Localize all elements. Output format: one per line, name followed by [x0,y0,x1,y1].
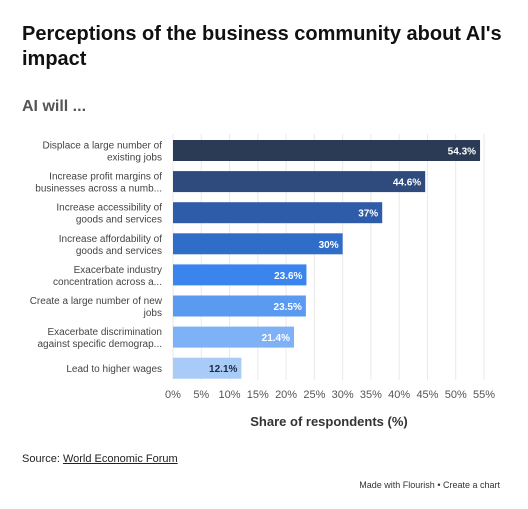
chart-subtitle: AI will ... [22,98,87,115]
category-label: Increase accessibility of [56,203,162,214]
bar-value-label: 21.4% [262,333,290,344]
category-label: against specific demograp... [37,339,162,350]
category-label: Increase affordability of [59,234,162,245]
category-label: Lead to higher wages [66,364,162,375]
x-tick-label: 15% [247,389,269,401]
bars: 54.3% 44.6% 37% 30% 23.6% 23.5% 21.4% 12.1% [173,140,481,379]
chart-title: Perceptions of the business community ab… [22,23,502,70]
category-label: goods and services [76,215,162,226]
source-prefix: Source: [22,453,63,465]
category-label: existing jobs [107,153,162,164]
x-tick-label: 0% [165,389,181,401]
x-axis-title: Share of respondents (%) [250,414,407,429]
x-tick-label: 20% [275,389,297,401]
category-label: concentration across a... [53,277,162,288]
x-tick-label: 5% [193,389,209,401]
category-label: goods and services [76,246,162,257]
x-tick-label: 10% [219,389,241,401]
x-tick-label: 40% [388,389,410,401]
category-label: Increase profit margins of [49,172,162,183]
source-note: Source: World Economic Forum [22,453,178,465]
category-label: businesses across a numb... [35,184,162,195]
x-tick-label: 30% [332,389,354,401]
bar-chart: 54.3% 44.6% 37% 30% 23.6% 23.5% 21.4% 12.1% Dis… [30,134,495,429]
bar [173,264,307,286]
bar [173,326,295,348]
x-axis-ticks: 0% 5% 10% 15% 20% 25% 30% 35% 40% 45% 50% 55% [165,389,495,401]
credit-separator: • [434,480,443,490]
category-label: Displace a large number of [42,141,162,152]
bar [173,295,306,317]
category-label: Exacerbate discrimination [48,327,163,338]
bar-value-label: 37% [358,209,378,220]
create-chart-link[interactable]: Create a chart [442,480,500,490]
bar [173,140,481,161]
flourish-credit: Made with Flourish • Create a chart [359,480,500,490]
source-link[interactable]: World Economic Forum [62,453,178,465]
made-with-flourish-link[interactable]: Made with Flourish [359,480,435,490]
x-tick-label: 55% [473,389,495,401]
bar-value-label: 23.6% [274,271,302,282]
bar-value-label: 44.6% [393,178,421,189]
bar [173,357,242,379]
x-tick-label: 50% [445,389,467,401]
bar [173,233,343,255]
x-tick-label: 35% [360,389,382,401]
bar [173,171,426,193]
category-label: Create a large number of new [30,296,163,307]
bar-value-label: 30% [319,240,339,251]
category-label: Exacerbate industry [74,265,162,276]
x-tick-label: 25% [303,389,325,401]
bar [173,202,383,224]
bar-value-label: 12.1% [209,364,237,375]
x-tick-label: 45% [416,389,438,401]
category-label: jobs [143,308,162,319]
bar-value-label: 54.3% [448,147,476,158]
bar-value-label: 23.5% [274,302,302,313]
